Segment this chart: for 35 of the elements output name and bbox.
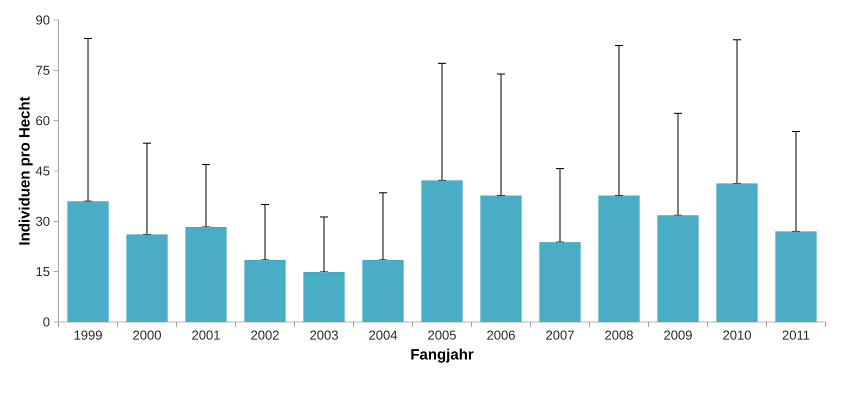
bar xyxy=(775,231,817,322)
x-tick-label: 2008 xyxy=(605,330,633,340)
x-tick-label: 2000 xyxy=(133,330,161,340)
bar xyxy=(716,183,758,322)
bar xyxy=(421,180,463,322)
y-tick-label: 60 xyxy=(36,116,50,126)
bar xyxy=(244,260,286,322)
y-tick-label: 45 xyxy=(36,166,50,176)
bar xyxy=(539,242,581,322)
x-tick-label: 1999 xyxy=(74,330,102,340)
x-tick-label: 2007 xyxy=(546,330,574,340)
bar xyxy=(657,215,699,322)
bar xyxy=(185,227,227,322)
bar xyxy=(598,195,640,322)
y-tick-label: 30 xyxy=(36,216,50,226)
x-tick-label: 2002 xyxy=(251,330,279,340)
y-tick-label: 0 xyxy=(43,317,50,327)
x-tick-label: 2003 xyxy=(310,330,338,340)
bar xyxy=(67,201,109,322)
x-tick-label: 2011 xyxy=(782,330,810,340)
y-tick-label: 15 xyxy=(36,267,50,276)
y-tick-label: 90 xyxy=(36,15,50,25)
x-tick-label: 2001 xyxy=(192,330,220,340)
bar xyxy=(126,234,168,322)
x-tick-label: 2010 xyxy=(723,330,751,340)
y-tick-label: 75 xyxy=(36,66,50,75)
bar xyxy=(480,195,522,322)
bar xyxy=(303,272,345,322)
x-axis-title: Fangjahr xyxy=(411,348,474,363)
x-tick-label: 2006 xyxy=(487,330,515,340)
y-axis-title: Individuen pro Hecht xyxy=(18,96,33,245)
x-tick-label: 2009 xyxy=(664,330,692,340)
bar xyxy=(362,260,404,322)
x-tick-label: 2004 xyxy=(369,330,398,340)
x-tick-label: 2005 xyxy=(428,330,456,340)
